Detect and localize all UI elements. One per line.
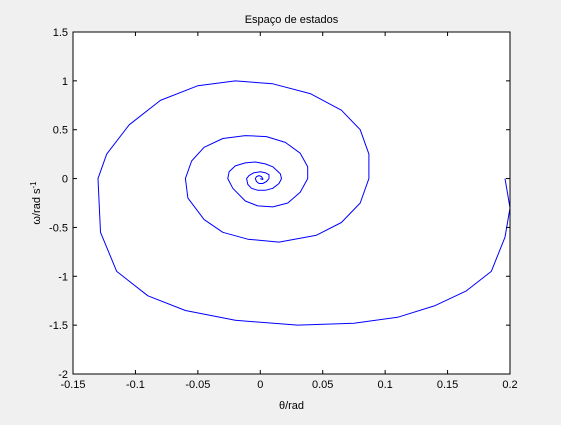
- x-tick-label: 0.1: [377, 379, 392, 391]
- x-tick-label: -0.15: [60, 379, 85, 391]
- y-axis-label-superscript: -1: [29, 181, 38, 189]
- y-tick-label: 0: [62, 174, 68, 186]
- y-axis-label: ω/rad s-1: [29, 181, 43, 225]
- chart-title: Espaço de estados: [245, 14, 339, 26]
- axes-box: [72, 31, 511, 375]
- y-tick-label: -0.5: [49, 222, 68, 234]
- x-tick-label: 0: [257, 379, 263, 391]
- y-tick-label: 1: [62, 76, 68, 88]
- y-tick-label: -1: [58, 271, 68, 283]
- series-layer: [97, 80, 511, 326]
- y-tick-label: 1.5: [53, 27, 68, 39]
- y-tick-label: -1.5: [49, 320, 68, 332]
- x-tick-label: -0.05: [185, 379, 210, 391]
- x-axis-label: θ/rad: [279, 400, 304, 412]
- x-tick-label: 0.2: [502, 379, 517, 391]
- y-axis-label-main: ω/rad s: [31, 188, 43, 225]
- x-tick-label: -0.1: [126, 379, 145, 391]
- series-line: [97, 80, 511, 326]
- x-tick-label: 0.05: [312, 379, 333, 391]
- y-tick-label: 0.5: [53, 125, 68, 137]
- tick-layer: -0.15 -0.1 -0.05 0 0.05 0.1 0.15 0.2 -2 -1.5 -1 -0.…: [49, 27, 518, 391]
- y-tick-label: -2: [58, 369, 68, 381]
- x-tick-label: 0.15: [437, 379, 458, 391]
- axes-background: [73, 32, 510, 374]
